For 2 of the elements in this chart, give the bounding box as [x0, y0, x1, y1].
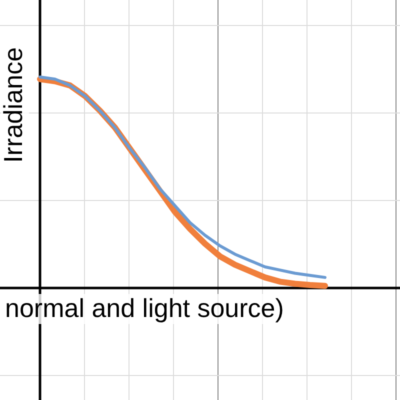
y-axis-title: Irradiance — [0, 47, 28, 163]
x-axis-title: normal and light source) — [5, 293, 284, 324]
